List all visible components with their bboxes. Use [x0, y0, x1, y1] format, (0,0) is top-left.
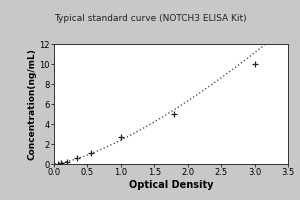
- Y-axis label: Concentration(ng/mL): Concentration(ng/mL): [28, 48, 37, 160]
- Text: Typical standard curve (NOTCH3 ELISA Kit): Typical standard curve (NOTCH3 ELISA Kit…: [54, 14, 246, 23]
- X-axis label: Optical Density: Optical Density: [129, 180, 213, 190]
